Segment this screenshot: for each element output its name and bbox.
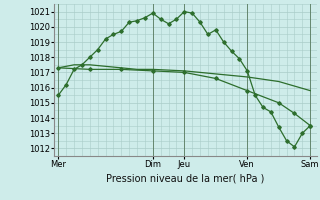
X-axis label: Pression niveau de la mer( hPa ): Pression niveau de la mer( hPa ) <box>107 173 265 183</box>
